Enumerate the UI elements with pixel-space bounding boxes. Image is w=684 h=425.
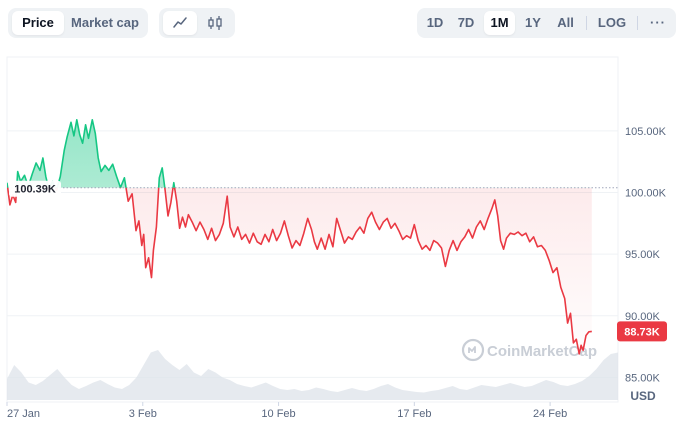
y-tick-label: 100.00K — [625, 188, 667, 200]
price-area-above-baseline — [7, 119, 592, 188]
toolbar-divider — [586, 16, 587, 30]
x-axis: 27 Jan 3 Feb 10 Feb 17 Feb 24 Feb — [6, 402, 567, 420]
range-1y-button[interactable]: 1Y — [525, 15, 541, 30]
currency-label: USD — [630, 389, 656, 403]
x-tick-label: 17 Feb — [397, 408, 431, 420]
watermark-text: CoinMarketCap — [487, 343, 597, 360]
candlestick-icon — [208, 16, 222, 30]
x-tick-label: 27 Jan — [7, 408, 40, 420]
y-tick-label: 95.00K — [625, 249, 661, 261]
price-lines — [7, 119, 592, 355]
baseline-badge-bg — [9, 180, 61, 197]
line-chart-icon — [173, 17, 187, 28]
market-cap-tab[interactable]: Market cap — [71, 15, 139, 30]
range-all-button[interactable]: All — [557, 15, 574, 30]
plot-border — [6, 56, 619, 403]
more-options-button[interactable]: ··· — [650, 15, 666, 30]
y-tick-label: 85.00K — [625, 372, 661, 384]
range-toggle: 1D 7D 1M 1Y All LOG ··· — [417, 8, 676, 38]
range-1d-button[interactable]: 1D — [426, 15, 444, 30]
y-tick-label: 105.00K — [625, 126, 667, 138]
price-area-below-baseline — [7, 187, 592, 354]
x-tick-label: 24 Feb — [533, 408, 567, 420]
metric-toggle: Price Market cap — [8, 8, 148, 38]
line-chart-button[interactable] — [163, 11, 197, 35]
range-1m-button[interactable]: 1M — [484, 11, 515, 35]
current-price-value: 88.73K — [624, 326, 660, 338]
volume-area-path — [7, 350, 618, 400]
log-scale-button[interactable]: LOG — [597, 15, 627, 30]
price-tab[interactable]: Price — [12, 11, 64, 35]
candlestick-button[interactable] — [199, 11, 231, 35]
watermark: CoinMarketCap — [461, 338, 597, 362]
toolbar-divider — [637, 16, 638, 30]
y-tick-label: 90.00K — [625, 311, 661, 323]
current-price-label: 88.73K — [617, 321, 667, 342]
baseline-label: 100.39K — [9, 180, 61, 197]
y-axis: 85.00K 90.00K 95.00K 100.00K 105.00K — [625, 126, 667, 384]
range-7d-button[interactable]: 7D — [457, 15, 475, 30]
price-line-up — [7, 119, 176, 188]
chart-type-toggle — [159, 8, 235, 38]
baseline-value: 100.39K — [14, 184, 56, 196]
x-tick-label: 3 Feb — [129, 408, 157, 420]
coinmarketcap-logo-icon — [461, 338, 485, 362]
price-line-down — [7, 187, 592, 355]
volume-area — [7, 350, 618, 400]
current-price-badge — [617, 321, 667, 342]
x-tick-label: 10 Feb — [261, 408, 295, 420]
plot-frame — [6, 56, 619, 403]
price-fill-areas — [7, 119, 592, 354]
